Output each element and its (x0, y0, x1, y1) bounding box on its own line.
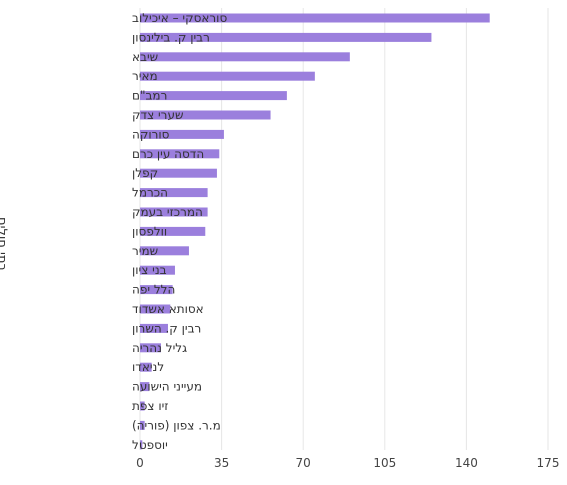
category-label: רבין ק. בילינסון (132, 30, 210, 44)
x-tick-label: 70 (296, 456, 311, 470)
x-tick-label: 105 (373, 456, 396, 470)
bar[interactable] (140, 401, 145, 411)
category-label: יוספטל (132, 438, 168, 452)
bar[interactable] (140, 304, 171, 314)
bar[interactable] (140, 246, 189, 256)
bar[interactable] (140, 265, 175, 275)
x-tick-label: 35 (214, 456, 229, 470)
x-tick-label: 0 (136, 456, 144, 470)
y-axis-label: בתי חולים (0, 217, 9, 271)
bar[interactable] (140, 207, 208, 217)
bar[interactable] (140, 343, 161, 353)
bar[interactable] (140, 110, 271, 120)
category-label: גליל נהריה (132, 341, 187, 355)
category-label: מ.ר. צפון (פוריה) (132, 418, 221, 432)
bar[interactable] (140, 440, 143, 450)
bar[interactable] (140, 323, 168, 333)
category-label: רמב"ם (132, 89, 167, 103)
bar[interactable] (140, 382, 150, 392)
bar[interactable] (140, 188, 208, 198)
grid-lines (139, 8, 549, 450)
x-tick-labels: 0 35 70 105 140 175 (136, 456, 559, 470)
bar[interactable] (140, 32, 432, 42)
category-label: שמיר (132, 244, 158, 258)
x-tick-label: 175 (537, 456, 560, 470)
bar[interactable] (140, 362, 152, 372)
category-label: זיו צפת (132, 399, 168, 413)
category-label: רבין ק. השרון (132, 321, 201, 335)
category-label: המרכזי בעמק (132, 205, 203, 219)
bar[interactable] (140, 285, 173, 295)
category-label: וולפסון (132, 224, 167, 238)
category-label: שיבא (132, 50, 158, 64)
bar[interactable] (140, 168, 217, 178)
bar[interactable] (140, 129, 224, 139)
category-labels: סוראסקי – איכילוב רבין ק. בילינסון שיבא מאי… (132, 11, 227, 452)
category-label: קפלן (132, 166, 158, 180)
x-tick-label: 140 (455, 456, 478, 470)
bar[interactable] (140, 420, 145, 430)
category-label: מעייני הישועה (132, 380, 202, 394)
category-label: לניאדו (132, 360, 164, 374)
bars (140, 13, 490, 450)
category-label: הדסה עין כרם (132, 147, 204, 161)
bar[interactable] (140, 226, 206, 236)
bar[interactable] (140, 91, 287, 101)
category-label: אסותא אשדוד (132, 302, 204, 316)
bar[interactable] (140, 71, 315, 81)
bar[interactable] (140, 149, 220, 159)
category-label: מאיר (132, 69, 158, 83)
category-label: הכרמל (132, 186, 168, 200)
category-label: סוראסקי – איכילוב (132, 11, 227, 25)
bar[interactable] (140, 13, 490, 23)
category-label: סורוקה (132, 127, 170, 141)
category-label: הלל יפה (132, 283, 175, 297)
bar[interactable] (140, 52, 350, 62)
category-label: שערי צדק (132, 108, 183, 122)
category-label: בני ציון (132, 263, 167, 277)
